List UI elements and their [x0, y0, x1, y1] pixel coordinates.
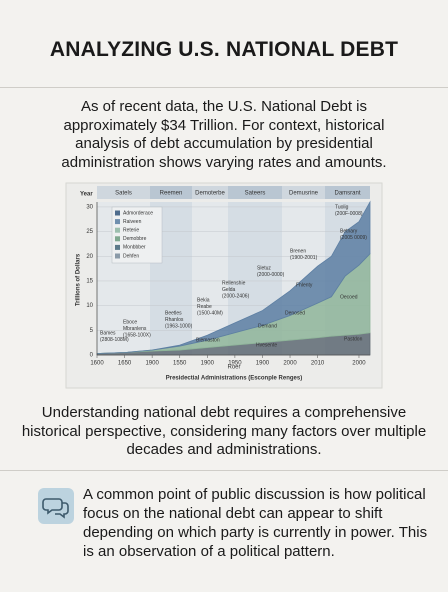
band-label: Damsrant: [334, 191, 360, 197]
band-header: [192, 186, 228, 199]
annotation: Brenen: [290, 248, 306, 254]
annotation: (2808-108M): [100, 337, 129, 343]
annotation: Bames: [100, 330, 116, 336]
band-header: [97, 186, 150, 199]
annotation: (2000-0000): [257, 272, 285, 278]
band-label: Reemen: [160, 191, 183, 197]
divider: [0, 470, 448, 471]
band-label: Sateers: [245, 191, 266, 197]
annotation: Blemaston: [196, 337, 220, 343]
legend-swatch: [115, 244, 120, 250]
band-label: Demoterbe: [195, 191, 225, 197]
annotation: (1658-100X): [123, 332, 151, 338]
y-tick-label: 10: [86, 303, 93, 309]
band-header: [325, 186, 370, 199]
y-tick-label: 20: [86, 254, 93, 260]
annotation: Rellenshie: [222, 280, 246, 286]
x-tick-label: 1950: [228, 361, 242, 367]
legend-swatch: [115, 236, 120, 242]
annotation: Eboce: [123, 319, 137, 325]
band-header: [150, 186, 192, 199]
divider: [0, 87, 448, 88]
x-tick-label: 1650: [118, 361, 132, 367]
y-axis-label: Trillions of Dollars: [76, 253, 82, 306]
annotation: Mbranlens: [123, 326, 147, 332]
annotation: Pastdon: [344, 336, 363, 342]
legend-swatch: [115, 253, 120, 259]
summary-text: Understanding national debt requires a c…: [21, 404, 427, 458]
annotation: Tuolig: [335, 204, 349, 210]
annotation: Sletuz: [257, 265, 271, 271]
x-tick-label: 2000: [283, 361, 297, 367]
legend-swatch: [115, 210, 120, 216]
y-tick-label: 5: [90, 328, 94, 334]
annotation: Betnary: [340, 228, 358, 234]
legend-swatch: [115, 219, 120, 225]
band-header: [228, 186, 282, 199]
x-tick-label: 1900: [145, 361, 159, 367]
band-header: [282, 186, 325, 199]
annotation: (1900-2001): [290, 255, 318, 261]
x-tick-label: 1900: [201, 361, 215, 367]
corner-label: Year: [80, 192, 93, 198]
legend-label: Raiveen: [123, 219, 142, 225]
annotation: Hvesente: [256, 342, 277, 348]
legend-label: Admorderace: [123, 210, 153, 216]
legend-label: Monbbber: [123, 245, 146, 251]
annotation: (2005 0009): [340, 235, 367, 241]
x-tick-label: 2010: [311, 361, 325, 367]
page-title: ANALYZING U.S. NATIONAL DEBT: [49, 38, 399, 61]
x-tick-label: 2000: [352, 361, 366, 367]
annotation: Fhlenty: [296, 282, 313, 288]
y-tick-label: 15: [86, 279, 93, 285]
annotation: Gelda: [222, 287, 236, 293]
y-tick-label: 0: [90, 353, 94, 359]
legend-box: [111, 206, 163, 264]
annotation: Rhanlos: [165, 317, 184, 323]
band-label: Satels: [115, 191, 132, 197]
annotation: Reabe: [197, 304, 212, 310]
annotation: (1500-40M): [197, 310, 223, 316]
x-tick-label: 1550: [173, 361, 187, 367]
chat-icon: [38, 488, 74, 524]
band-label: Demusrine: [289, 191, 319, 197]
x-tick-label: 1900: [256, 361, 270, 367]
area: [96, 200, 371, 354]
x-axis-label: Roer: [227, 365, 240, 371]
y-tick-label: 25: [86, 229, 93, 235]
annotation: (2000-2406): [222, 293, 250, 299]
annotation: (200F-0008): [335, 211, 363, 217]
legend-swatch: [115, 227, 120, 233]
y-tick-label: 30: [86, 205, 93, 211]
annotation: Beetles: [165, 310, 182, 316]
x-tick-label: 1600: [90, 361, 104, 367]
annotation: Denosed: [285, 310, 305, 316]
x-axis-title: Presidectial Administrations (Esconple R…: [166, 376, 302, 382]
intro-text: As of recent data, the U.S. National Deb…: [61, 98, 387, 171]
annotation: Bekia: [197, 297, 210, 303]
legend-label: Demobbre: [123, 236, 147, 242]
note-text: A common point of public discussion is h…: [83, 486, 428, 560]
annotation: (1963-1000): [165, 323, 193, 329]
legend-label: Dehfen: [123, 253, 139, 259]
annotation: Oecoed: [340, 294, 358, 300]
legend-label: Reterie: [123, 228, 139, 234]
annotation: Demand: [258, 323, 277, 329]
